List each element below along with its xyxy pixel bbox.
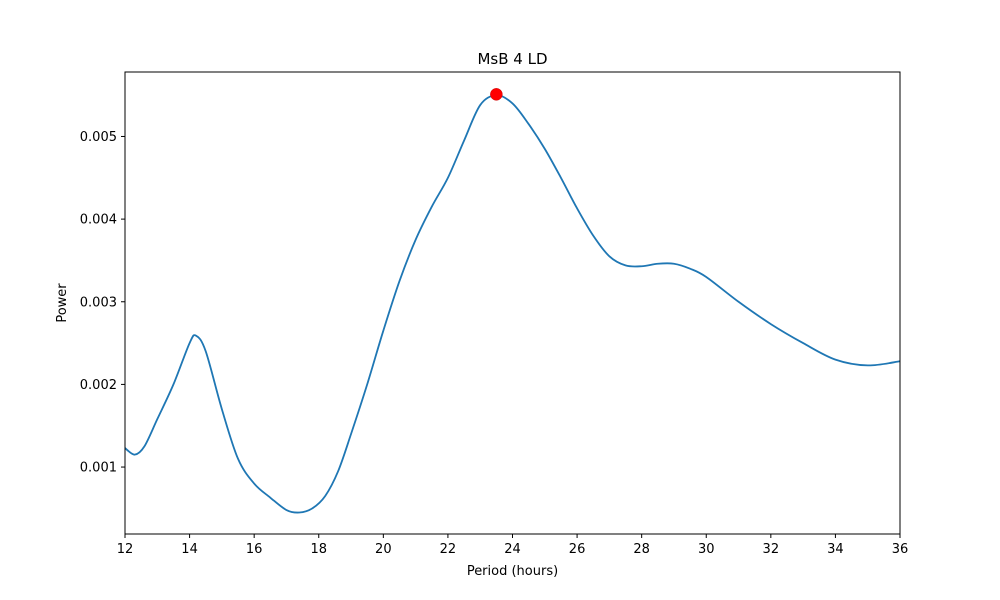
y-tick-label: 0.002 [80, 378, 117, 393]
y-tick-label: 0.004 [80, 213, 117, 228]
x-tick-label: 18 [310, 542, 327, 557]
y-axis-ticks: 0.001 0.002 0.003 0.004 0.005 [80, 130, 125, 476]
axes-frame [124, 71, 901, 535]
x-tick-label: 32 [763, 542, 780, 557]
x-tick-label: 36 [892, 542, 909, 557]
power-line [124, 94, 901, 514]
x-tick-label: 28 [633, 542, 650, 557]
x-tick-label: 16 [246, 542, 263, 557]
plot-area [124, 88, 901, 514]
x-tick-label: 30 [698, 542, 715, 557]
x-tick-label: 24 [504, 542, 521, 557]
x-tick-label: 22 [440, 542, 457, 557]
y-tick-label: 0.003 [80, 295, 117, 310]
x-axis-ticks: 12 14 16 18 20 22 24 26 28 30 32 34 36 [117, 534, 909, 557]
chart-title: MsB 4 LD [477, 50, 547, 68]
x-tick-label: 26 [569, 542, 586, 557]
peak-marker [490, 88, 503, 101]
y-tick-label: 0.001 [80, 461, 117, 476]
y-tick-label: 0.005 [80, 130, 117, 145]
x-axis-label: Period (hours) [467, 564, 558, 579]
x-tick-label: 20 [375, 542, 392, 557]
x-tick-label: 14 [181, 542, 198, 557]
x-tick-label: 12 [117, 542, 134, 557]
y-axis-label: Power [55, 283, 70, 323]
x-tick-label: 34 [827, 542, 844, 557]
